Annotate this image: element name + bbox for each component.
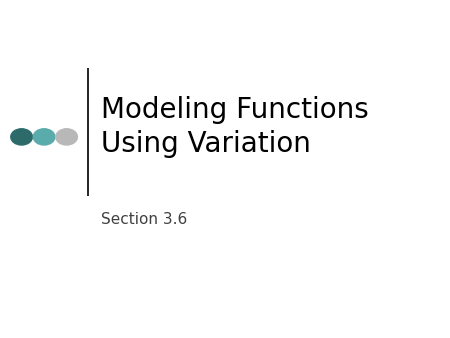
Circle shape bbox=[33, 129, 55, 145]
Text: Modeling Functions
Using Variation: Modeling Functions Using Variation bbox=[101, 96, 369, 158]
Circle shape bbox=[56, 129, 77, 145]
Circle shape bbox=[11, 129, 32, 145]
Text: Section 3.6: Section 3.6 bbox=[101, 212, 188, 227]
